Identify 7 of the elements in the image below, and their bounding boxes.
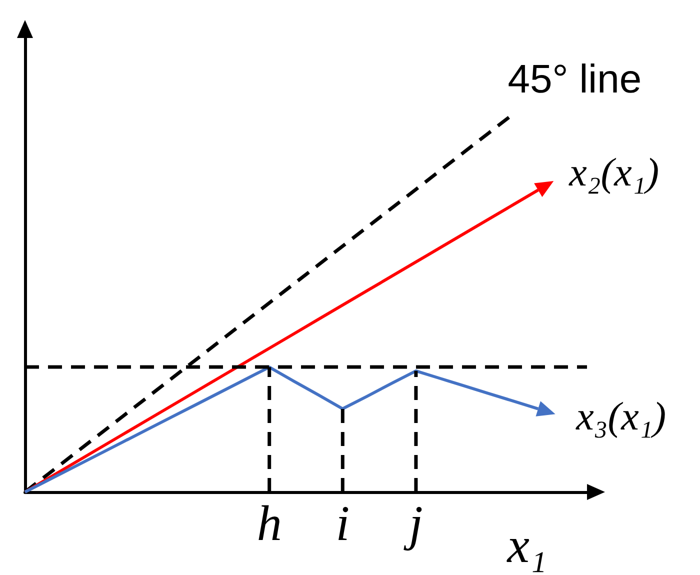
x-tick-label: j [403, 495, 423, 551]
series-label: x₃(x₁) [575, 393, 666, 438]
x-tick-label: i [336, 495, 350, 551]
x-tick-label: h [256, 495, 282, 551]
x-axis-title: x₁ [506, 517, 547, 573]
series-label: x₂(x₁) [568, 150, 660, 195]
series-label: 45° line [508, 58, 642, 102]
